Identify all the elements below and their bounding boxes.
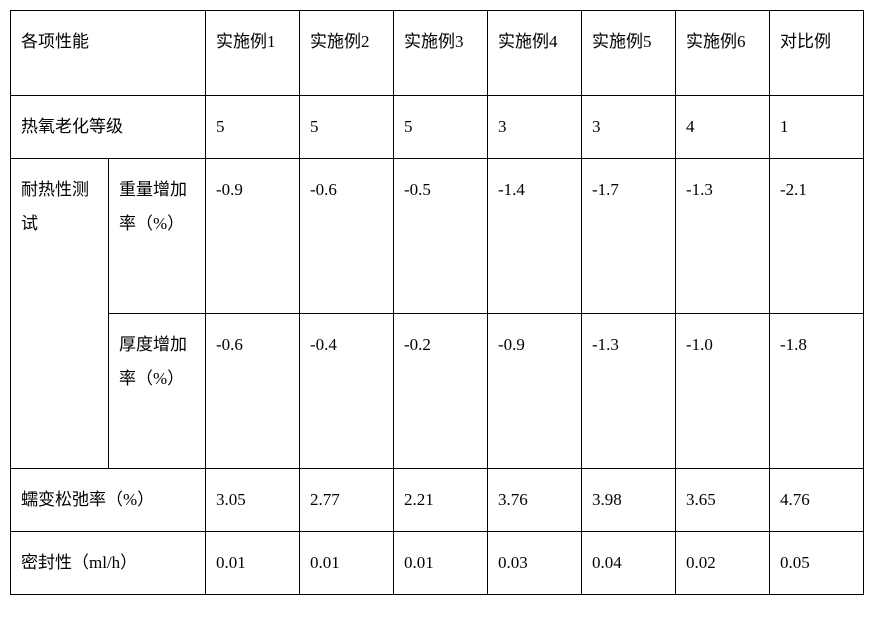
weight-v6: -1.3 — [676, 159, 770, 314]
seal-v4: 0.03 — [488, 532, 582, 595]
seal-v2: 0.01 — [300, 532, 394, 595]
weight-v1: -0.9 — [206, 159, 300, 314]
aging-v5: 3 — [582, 96, 676, 159]
header-ex3: 实施例3 — [394, 11, 488, 96]
weight-v4: -1.4 — [488, 159, 582, 314]
creep-v1: 3.05 — [206, 469, 300, 532]
weight-v5: -1.7 — [582, 159, 676, 314]
seal-v5: 0.04 — [582, 532, 676, 595]
seal-v1: 0.01 — [206, 532, 300, 595]
header-compare: 对比例 — [770, 11, 864, 96]
aging-label: 热氧老化等级 — [11, 96, 206, 159]
table-header-row: 各项性能 实施例1 实施例2 实施例3 实施例4 实施例5 实施例6 对比例 — [11, 11, 864, 96]
thickness-v3: -0.2 — [394, 314, 488, 469]
thickness-v7: -1.8 — [770, 314, 864, 469]
weight-v3: -0.5 — [394, 159, 488, 314]
aging-v4: 3 — [488, 96, 582, 159]
creep-v7: 4.76 — [770, 469, 864, 532]
creep-v6: 3.65 — [676, 469, 770, 532]
thickness-v5: -1.3 — [582, 314, 676, 469]
table-row: 厚度增加 率（%） -0.6 -0.4 -0.2 -0.9 -1.3 -1.0 … — [11, 314, 864, 469]
table-row: 耐热性测试 重量增加 率（%） -0.9 -0.6 -0.5 -1.4 -1.7… — [11, 159, 864, 314]
table-row: 热氧老化等级 5 5 5 3 3 4 1 — [11, 96, 864, 159]
creep-v4: 3.76 — [488, 469, 582, 532]
thickness-v4: -0.9 — [488, 314, 582, 469]
aging-v1: 5 — [206, 96, 300, 159]
thickness-v2: -0.4 — [300, 314, 394, 469]
seal-label: 密封性（ml/h） — [11, 532, 206, 595]
seal-v3: 0.01 — [394, 532, 488, 595]
creep-label: 蠕变松弛率（%） — [11, 469, 206, 532]
aging-v3: 5 — [394, 96, 488, 159]
header-ex4: 实施例4 — [488, 11, 582, 96]
heat-group-label: 耐热性测试 — [11, 159, 109, 469]
creep-v5: 3.98 — [582, 469, 676, 532]
aging-v2: 5 — [300, 96, 394, 159]
seal-v6: 0.02 — [676, 532, 770, 595]
thickness-v6: -1.0 — [676, 314, 770, 469]
header-ex1: 实施例1 — [206, 11, 300, 96]
header-ex2: 实施例2 — [300, 11, 394, 96]
weight-v2: -0.6 — [300, 159, 394, 314]
weight-v7: -2.1 — [770, 159, 864, 314]
table-row: 蠕变松弛率（%） 3.05 2.77 2.21 3.76 3.98 3.65 4… — [11, 469, 864, 532]
header-property: 各项性能 — [11, 11, 206, 96]
creep-v2: 2.77 — [300, 469, 394, 532]
aging-v7: 1 — [770, 96, 864, 159]
seal-v7: 0.05 — [770, 532, 864, 595]
header-ex5: 实施例5 — [582, 11, 676, 96]
aging-v6: 4 — [676, 96, 770, 159]
header-ex6: 实施例6 — [676, 11, 770, 96]
creep-v3: 2.21 — [394, 469, 488, 532]
table-row: 密封性（ml/h） 0.01 0.01 0.01 0.03 0.04 0.02 … — [11, 532, 864, 595]
thickness-v1: -0.6 — [206, 314, 300, 469]
performance-table: 各项性能 实施例1 实施例2 实施例3 实施例4 实施例5 实施例6 对比例 热… — [10, 10, 864, 595]
weight-label: 重量增加 率（%） — [109, 159, 206, 314]
thickness-label: 厚度增加 率（%） — [109, 314, 206, 469]
